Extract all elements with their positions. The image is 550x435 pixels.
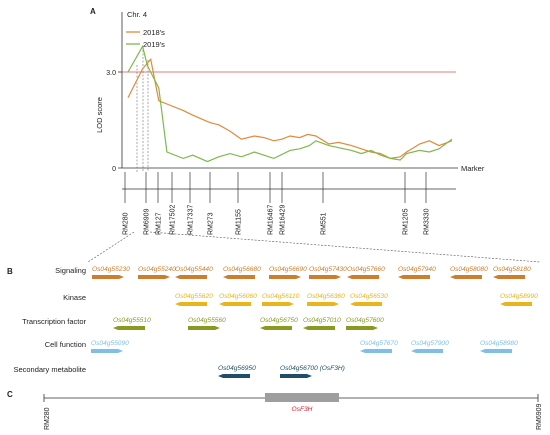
marker-label-rm273: RM273 [208, 212, 215, 235]
gene-arrow [91, 349, 123, 353]
chr-label: Chr. 4 [127, 10, 147, 19]
gene-label: Os04g57660 [347, 266, 385, 273]
category-label-cell: Cell function [45, 340, 86, 349]
y-axis-label: LOD score [95, 97, 104, 133]
gene-arrow [303, 326, 335, 330]
marker-label-rm16467: RM16467 [268, 205, 275, 235]
gene-arrow [500, 302, 532, 306]
gene-label: Os04g58180 [493, 266, 531, 273]
gene-label: Os04g56060 [219, 293, 257, 300]
marker-label-rm6909: RM6909 [144, 208, 151, 235]
marker-label-rm17337: RM17337 [188, 205, 195, 235]
gene-arrow [175, 302, 207, 306]
gene-label: Os04g56530 [350, 293, 388, 300]
y-tick-label-0: 0 [112, 166, 116, 173]
category-label-kinase: Kinase [63, 293, 86, 302]
marker-label-rm3330: RM3330 [424, 208, 431, 235]
marker-label-rm17502: RM17502 [170, 205, 177, 235]
gene-arrow [360, 349, 392, 353]
gene-arrow [398, 275, 430, 279]
gene-arrow [269, 275, 301, 279]
marker-label-rm16429: RM16429 [280, 205, 287, 235]
genes-layer: Signaling Os04g55230 Os04g55240 Os04g55440 O… [13, 266, 538, 378]
series-line-2019 [127, 44, 453, 163]
zoom-line-left [87, 231, 135, 263]
gene-label: Os04g55560 [188, 317, 226, 324]
gene-arrow [175, 275, 207, 279]
marker-label-rm127: RM127 [156, 212, 163, 235]
gene-label: Os04g58990 [500, 293, 538, 300]
panel-c-label: C [7, 390, 13, 399]
gene-label: Os04g58080 [450, 266, 488, 273]
gene-arrow [307, 302, 339, 306]
gene-arrow [138, 275, 170, 279]
gene-arrow [262, 302, 294, 306]
gene-arrow [347, 275, 379, 279]
gene-label: Os04g57670 [360, 340, 398, 347]
gene-label: Os04g56750 [260, 317, 298, 324]
gene-label: Os04g56700 (OsF3H) [280, 365, 345, 372]
gene-arrow [350, 302, 382, 306]
marker-label-rm1155: RM1155 [236, 209, 243, 235]
gene-label: Os04g57900 [411, 340, 449, 347]
gene-label: Os04g55240 [138, 266, 176, 273]
x-axis-label: Marker [461, 164, 485, 173]
osf3h-gene-box [265, 393, 339, 402]
panel-b-label: B [7, 267, 13, 276]
category-label-tf: Transcription factor [22, 317, 86, 326]
gene-label: Os04g55230 [92, 266, 130, 273]
gene-label: Os04g58980 [480, 340, 518, 347]
y-tick-label-3: 3.0 [106, 70, 116, 77]
legend-2018-label: 2018's [143, 28, 165, 37]
osf3h-gene-label: OsF3H [292, 406, 313, 413]
series-line-2018 [127, 57, 453, 160]
gene-arrow [260, 326, 292, 330]
gene-label: Os04g57430 [309, 266, 347, 273]
gene-label: Os04g55090 [91, 340, 129, 347]
gene-arrow [188, 326, 220, 330]
marker-label-rm1205: RM1205 [403, 208, 410, 235]
gene-label: Os04g56690 [269, 266, 307, 273]
gene-label: Os04g56110 [262, 293, 300, 300]
gene-arrow [219, 302, 251, 306]
marker-label-rm280: RM280 [123, 212, 130, 235]
marker-layer: RM280 RM6909 RM127 RM17502 RM17337 RM273 RM115… [123, 172, 431, 235]
gene-arrow [218, 374, 250, 378]
legend: 2018's 2019's [126, 28, 165, 49]
category-label-secondary: Secondary metabolite [13, 365, 86, 374]
marker-label-rm551: RM551 [321, 212, 328, 235]
gene-label: Os04g55510 [113, 317, 151, 324]
gene-arrow [346, 326, 378, 330]
gene-arrow [92, 275, 124, 279]
legend-2019-label: 2019's [143, 40, 165, 49]
panel-a-label: A [90, 7, 96, 16]
gene-label: Os04g55440 [175, 266, 213, 273]
gene-arrow [411, 349, 443, 353]
gene-arrow [113, 326, 145, 330]
panel-c-right-marker: RM6909 [536, 403, 543, 430]
gene-label: Os04g55620 [175, 293, 213, 300]
zoom-line-right [149, 231, 541, 263]
gene-label: Os04g57600 [346, 317, 384, 324]
gene-label: Os04g56360 [307, 293, 345, 300]
gene-arrow [493, 275, 525, 279]
gene-arrow [480, 349, 512, 353]
gene-arrow [223, 275, 255, 279]
gene-label: Os04g57010 [303, 317, 341, 324]
gene-label: Os04g56950 [218, 365, 256, 372]
gene-arrow [280, 374, 312, 378]
gene-arrow [309, 275, 341, 279]
gene-arrow [450, 275, 482, 279]
series-layer [127, 44, 453, 163]
gene-label: Os04g57940 [398, 266, 436, 273]
panel-c-left-marker: RM280 [44, 407, 51, 430]
gene-label: Os04g56680 [223, 266, 261, 273]
category-label-signaling: Signaling [55, 266, 86, 275]
